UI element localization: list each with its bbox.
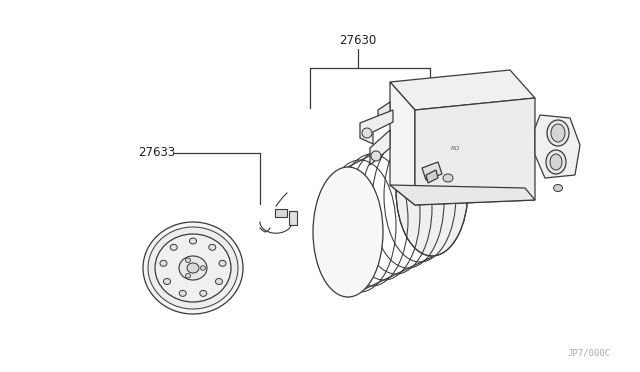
Ellipse shape	[170, 244, 177, 250]
Polygon shape	[390, 185, 535, 205]
Ellipse shape	[313, 167, 383, 297]
Text: 27630: 27630	[339, 34, 376, 47]
Ellipse shape	[187, 263, 199, 273]
Ellipse shape	[396, 124, 468, 256]
Polygon shape	[422, 162, 442, 180]
Polygon shape	[426, 170, 438, 183]
Ellipse shape	[443, 174, 453, 182]
Ellipse shape	[216, 279, 223, 285]
Circle shape	[371, 151, 381, 161]
Polygon shape	[370, 130, 390, 165]
Circle shape	[362, 128, 372, 138]
Text: 27633: 27633	[138, 147, 175, 160]
Ellipse shape	[148, 227, 238, 309]
Ellipse shape	[160, 260, 167, 266]
Ellipse shape	[209, 244, 216, 250]
Ellipse shape	[547, 120, 569, 146]
Ellipse shape	[155, 234, 231, 302]
Ellipse shape	[186, 258, 191, 263]
Text: RQ: RQ	[451, 145, 460, 151]
Ellipse shape	[219, 260, 226, 266]
Bar	[289, 211, 297, 225]
Ellipse shape	[546, 150, 566, 174]
Ellipse shape	[189, 238, 196, 244]
Ellipse shape	[551, 124, 565, 142]
Ellipse shape	[554, 185, 563, 192]
Ellipse shape	[143, 222, 243, 314]
Ellipse shape	[179, 291, 186, 296]
Ellipse shape	[200, 291, 207, 296]
Text: JP7/000C: JP7/000C	[567, 349, 610, 358]
Ellipse shape	[163, 279, 170, 285]
Polygon shape	[378, 102, 390, 122]
Polygon shape	[360, 110, 393, 144]
Ellipse shape	[550, 154, 562, 170]
Bar	[275, 209, 287, 217]
Polygon shape	[390, 70, 535, 110]
Ellipse shape	[200, 266, 205, 270]
Polygon shape	[390, 82, 415, 205]
Ellipse shape	[186, 273, 191, 278]
Polygon shape	[415, 98, 535, 205]
Polygon shape	[535, 115, 580, 178]
Ellipse shape	[179, 256, 207, 280]
